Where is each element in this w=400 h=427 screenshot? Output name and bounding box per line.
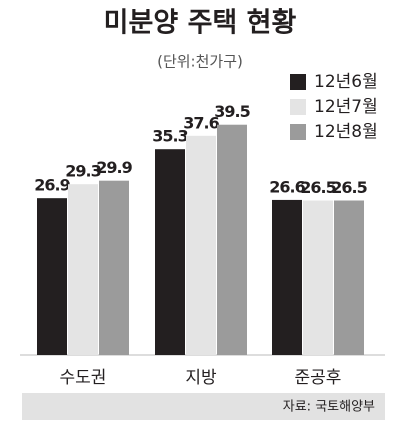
data-label: 39.5 [214, 102, 250, 121]
data-label: 26.6 [269, 177, 305, 196]
source: 자료: 국토해양부 [283, 400, 375, 415]
data-label: 29.9 [96, 158, 132, 177]
bar [272, 199, 302, 355]
chart-subtitle: (단위:천가구) [157, 53, 243, 71]
data-label: 29.3 [65, 162, 100, 181]
legend-label: 12년6월 [314, 72, 378, 92]
data-label: 37.6 [183, 113, 219, 132]
bar [99, 180, 129, 355]
data-label: 26.9 [34, 176, 70, 195]
x-tick-label: 지방 [185, 368, 217, 388]
bar [68, 184, 98, 355]
chart-title: 미분양 주택 현황 [104, 8, 297, 39]
bar [186, 135, 216, 355]
x-tick-label: 수도권 [60, 368, 107, 388]
data-label: 26.5 [331, 178, 367, 197]
bar [155, 149, 185, 355]
bar [37, 198, 67, 355]
bar [334, 200, 364, 355]
bar [217, 124, 247, 355]
data-label: 35.3 [152, 127, 187, 146]
source-band [22, 393, 385, 420]
legend-swatch [290, 124, 306, 140]
x-tick-label: 준공후 [295, 368, 342, 388]
legend-swatch [290, 74, 306, 90]
bar [303, 200, 333, 355]
legend-label: 12년7월 [314, 97, 378, 117]
legend-swatch [290, 99, 306, 115]
legend-label: 12년8월 [314, 122, 378, 142]
data-label: 26.5 [300, 178, 336, 197]
